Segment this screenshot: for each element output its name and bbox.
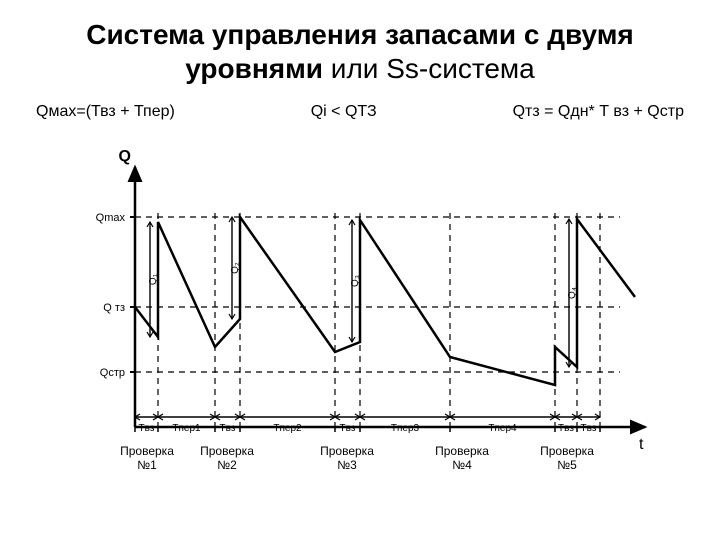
check-label: №1 — [137, 458, 157, 472]
interval-label: Tвз — [581, 423, 597, 434]
interval-label: Tпер3 — [391, 423, 420, 434]
interval-label: Tпер1 — [172, 423, 201, 434]
y-axis-label: Q — [119, 148, 131, 165]
qty-label: Q₂ — [230, 262, 241, 274]
level-label-Qtz: Q тз — [103, 302, 125, 314]
interval-label: Tвз — [558, 423, 574, 434]
level-label-Qmax: Qmax — [96, 212, 126, 224]
qty-label: Q₄ — [567, 287, 578, 299]
interval-label: Tвз — [139, 423, 155, 434]
interval-label: Tвз — [340, 423, 356, 434]
formula-qi: Qi < QТЗ — [311, 103, 377, 121]
qty-label: Q₃ — [350, 275, 361, 287]
formula-qtz: Qтз = Qдн* Т вз + Qстр — [513, 103, 684, 121]
inventory-diagram: Qt Qmax Q тз Qстр Tвз Tпер1 Tвз Tпер2 Tвз Tпер3 Tп… — [55, 127, 665, 497]
check-label: №3 — [337, 458, 357, 472]
x-axis-label: t — [639, 436, 644, 453]
check-label: Проверка — [200, 444, 254, 458]
check-label: №2 — [217, 458, 237, 472]
slide-title: Система управления запасами с двумя уров… — [30, 18, 690, 85]
interval-label: Tпер2 — [273, 423, 302, 434]
check-label: Проверка — [435, 444, 489, 458]
check-label: Проверка — [320, 444, 374, 458]
interval-label: Tвз — [220, 423, 236, 434]
interval-label: Tпер4 — [488, 423, 517, 434]
check-label: №4 — [452, 458, 472, 472]
formula-qmax: Qмах=(Твз + Тпер) — [36, 103, 175, 121]
check-label: Проверка — [120, 444, 174, 458]
level-label-Qstr: Qстр — [100, 367, 125, 379]
inventory-curve — [135, 217, 635, 385]
check-label: Проверка — [540, 444, 594, 458]
title-light: или Ss-система — [323, 53, 535, 84]
check-label: №5 — [557, 458, 577, 472]
qty-label: Q₁ — [148, 273, 159, 285]
formula-row: Qмах=(Твз + Тпер) Qi < QТЗ Qтз = Qдн* Т … — [36, 103, 684, 121]
